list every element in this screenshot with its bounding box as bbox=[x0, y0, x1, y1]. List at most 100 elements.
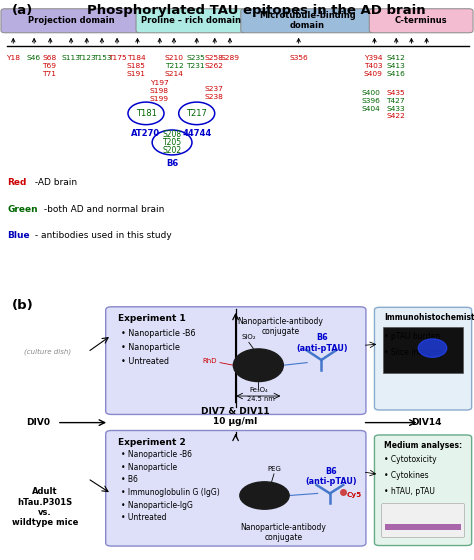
Text: • hTAU, pTAU: • hTAU, pTAU bbox=[384, 487, 435, 496]
Text: S412: S412 bbox=[387, 55, 406, 61]
Text: • Cytokines: • Cytokines bbox=[384, 472, 428, 480]
Text: S262: S262 bbox=[204, 63, 223, 69]
Text: Fe₃O₄: Fe₃O₄ bbox=[256, 489, 273, 494]
Text: S416: S416 bbox=[387, 71, 406, 77]
Text: Y197: Y197 bbox=[150, 80, 169, 86]
Text: • Nanoparticle -B6: • Nanoparticle -B6 bbox=[121, 329, 195, 338]
Text: Microtubule-binding
domain: Microtubule-binding domain bbox=[259, 11, 356, 30]
Text: B6: B6 bbox=[166, 160, 178, 169]
FancyBboxPatch shape bbox=[374, 307, 472, 410]
FancyBboxPatch shape bbox=[385, 525, 461, 530]
Text: • Nanoparticle-IgG: • Nanoparticle-IgG bbox=[121, 501, 193, 510]
Text: 44744: 44744 bbox=[182, 129, 211, 138]
Text: T69: T69 bbox=[42, 63, 56, 69]
FancyBboxPatch shape bbox=[382, 503, 465, 538]
Text: S422: S422 bbox=[386, 113, 405, 119]
FancyBboxPatch shape bbox=[241, 9, 374, 33]
Text: S400: S400 bbox=[361, 90, 380, 96]
Text: (b): (b) bbox=[12, 300, 34, 312]
Text: T427: T427 bbox=[386, 98, 405, 104]
Text: S404: S404 bbox=[361, 106, 380, 111]
Text: PEG: PEG bbox=[267, 466, 281, 472]
Text: S185: S185 bbox=[127, 63, 146, 69]
Text: S356: S356 bbox=[289, 55, 308, 61]
Text: S208: S208 bbox=[163, 130, 182, 139]
Text: • pTAU burden: • pTAU burden bbox=[384, 332, 440, 341]
Text: S214: S214 bbox=[164, 71, 183, 77]
FancyBboxPatch shape bbox=[383, 327, 463, 373]
Text: C-terminus: C-terminus bbox=[395, 16, 447, 25]
Text: - antibodies used in this study: - antibodies used in this study bbox=[32, 231, 172, 240]
Text: T217: T217 bbox=[186, 109, 207, 118]
Ellipse shape bbox=[233, 349, 283, 381]
Text: S199: S199 bbox=[150, 96, 169, 101]
Text: Nanoparticle-antibody
conjugate: Nanoparticle-antibody conjugate bbox=[237, 316, 324, 336]
Text: 24.5 nm: 24.5 nm bbox=[247, 396, 274, 402]
Text: S113: S113 bbox=[62, 55, 81, 61]
Text: Nanoparticle-antibody
conjugate: Nanoparticle-antibody conjugate bbox=[240, 522, 327, 542]
Text: T175: T175 bbox=[108, 55, 127, 61]
Text: • Slice integrity: • Slice integrity bbox=[384, 348, 444, 357]
Text: • Immunoglobulin G (IgG): • Immunoglobulin G (IgG) bbox=[121, 488, 219, 497]
Text: Y18: Y18 bbox=[6, 55, 20, 61]
Text: S238: S238 bbox=[204, 94, 223, 100]
Text: RhD: RhD bbox=[202, 358, 217, 363]
Text: -AD brain: -AD brain bbox=[32, 178, 77, 187]
Text: S68: S68 bbox=[42, 55, 56, 61]
Text: DIV0: DIV0 bbox=[26, 418, 50, 427]
Text: 10 µg/ml: 10 µg/ml bbox=[213, 417, 258, 426]
Text: T181: T181 bbox=[136, 109, 156, 118]
Text: (a): (a) bbox=[12, 4, 33, 17]
FancyBboxPatch shape bbox=[106, 431, 366, 546]
Text: T71: T71 bbox=[42, 71, 56, 77]
Text: Red: Red bbox=[7, 178, 27, 187]
Text: Y394: Y394 bbox=[364, 55, 383, 61]
Text: T403: T403 bbox=[364, 63, 383, 69]
Text: Medium analyses:: Medium analyses: bbox=[384, 441, 462, 450]
Text: • Untreated: • Untreated bbox=[121, 514, 166, 522]
Text: Projection domain: Projection domain bbox=[28, 16, 114, 25]
Text: Blue: Blue bbox=[7, 231, 30, 240]
Text: Adult
hTau.P301S
vs.
wildtype mice: Adult hTau.P301S vs. wildtype mice bbox=[12, 487, 78, 528]
Text: T123: T123 bbox=[77, 55, 96, 61]
Text: B6
(anti-pTAU): B6 (anti-pTAU) bbox=[305, 467, 356, 486]
Text: S258: S258 bbox=[204, 55, 223, 61]
Text: S413: S413 bbox=[387, 63, 406, 69]
Text: Proline – rich domain: Proline – rich domain bbox=[141, 16, 241, 25]
Text: • Nanoparticle -B6: • Nanoparticle -B6 bbox=[121, 450, 192, 459]
Text: 10 nm: 10 nm bbox=[255, 496, 274, 501]
Text: Experiment 2: Experiment 2 bbox=[118, 437, 186, 446]
Text: SiO₂: SiO₂ bbox=[242, 334, 256, 340]
Text: T184: T184 bbox=[127, 55, 146, 61]
Text: S409: S409 bbox=[364, 71, 383, 77]
Text: T212: T212 bbox=[164, 63, 183, 69]
Text: DIV7 & DIV11: DIV7 & DIV11 bbox=[201, 407, 270, 416]
Ellipse shape bbox=[419, 339, 447, 357]
Text: S46: S46 bbox=[26, 55, 40, 61]
Text: • Nanoparticle: • Nanoparticle bbox=[121, 343, 180, 352]
Ellipse shape bbox=[240, 482, 289, 509]
Text: Green: Green bbox=[7, 205, 38, 214]
Text: • B6: • B6 bbox=[121, 475, 138, 484]
Text: S237: S237 bbox=[204, 86, 223, 92]
Text: Experiment 1: Experiment 1 bbox=[118, 314, 186, 323]
Text: S289: S289 bbox=[220, 55, 239, 61]
FancyBboxPatch shape bbox=[106, 307, 366, 414]
FancyBboxPatch shape bbox=[136, 9, 246, 33]
Text: T231: T231 bbox=[186, 63, 205, 69]
Text: Fe₃O₄: Fe₃O₄ bbox=[249, 386, 268, 393]
Text: S433: S433 bbox=[386, 106, 405, 111]
FancyBboxPatch shape bbox=[369, 9, 473, 33]
FancyBboxPatch shape bbox=[374, 435, 472, 545]
Text: • Untreated: • Untreated bbox=[121, 357, 169, 366]
Text: AT270: AT270 bbox=[131, 129, 161, 138]
Text: Immunohistochemistry:: Immunohistochemistry: bbox=[384, 314, 474, 323]
Text: S235: S235 bbox=[186, 55, 205, 61]
Text: T153: T153 bbox=[92, 55, 111, 61]
Text: B6
(anti-pTAU): B6 (anti-pTAU) bbox=[297, 333, 348, 353]
Text: • Nanoparticle: • Nanoparticle bbox=[121, 463, 177, 472]
FancyBboxPatch shape bbox=[1, 9, 141, 33]
Text: Phosphorylated TAU epitopes in the AD brain: Phosphorylated TAU epitopes in the AD br… bbox=[87, 4, 425, 17]
Text: -both AD and normal brain: -both AD and normal brain bbox=[41, 205, 164, 214]
Text: S210: S210 bbox=[164, 55, 183, 61]
